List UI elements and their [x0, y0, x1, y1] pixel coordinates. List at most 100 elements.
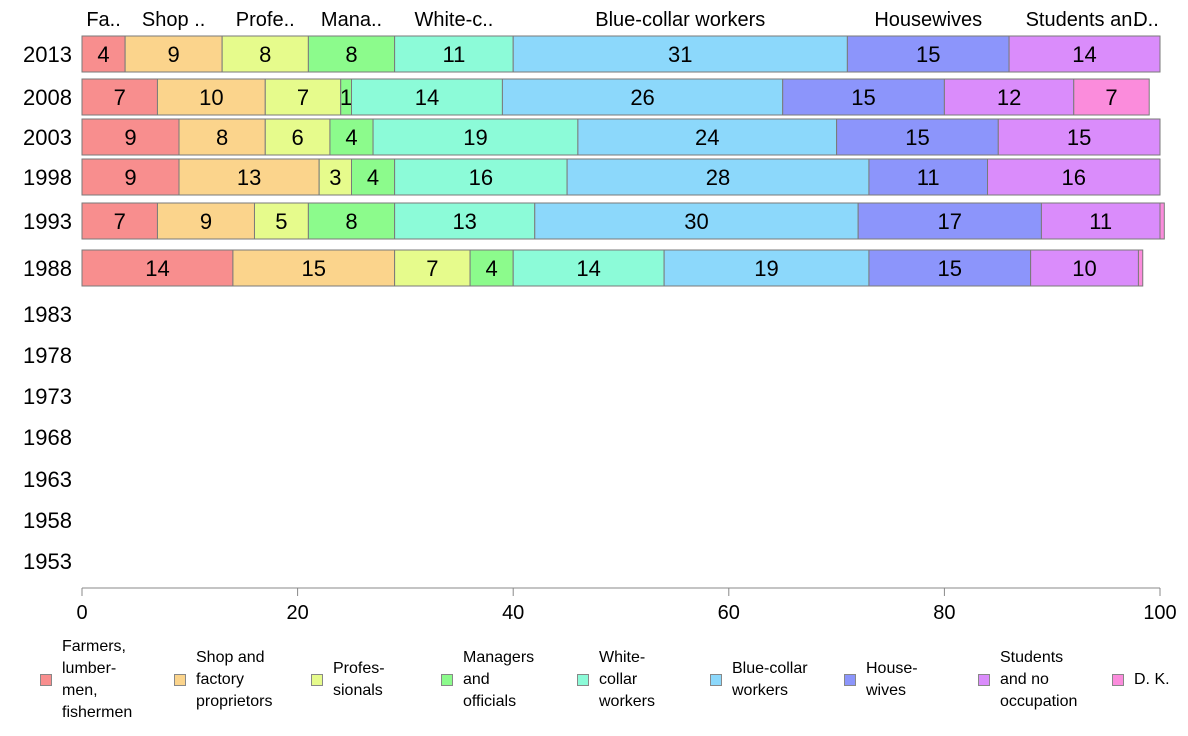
legend-label-3: Profes- sionals — [333, 660, 385, 699]
data-label-2008-2: 10 — [199, 85, 223, 110]
legend-item-2: Shop and factory proprietors — [174, 647, 272, 713]
year-label-1968: 1968 — [23, 425, 72, 450]
data-label-1988-1: 14 — [145, 256, 169, 281]
bar-segment-2013-5 — [394, 35, 514, 73]
legend-label-6: Blue-collar workers — [732, 660, 808, 699]
data-label-1993-4: 8 — [345, 209, 357, 234]
data-label-1988-8: 10 — [1072, 256, 1096, 281]
bar-segment-2003-6 — [577, 118, 838, 156]
bar-segment-1988-7 — [868, 249, 1032, 287]
bar-segment-1993-1 — [81, 202, 158, 240]
bar-segment-2013-2 — [124, 35, 223, 73]
column-header-5: White-c.. — [414, 9, 493, 31]
year-label-2008: 2008 — [23, 85, 72, 110]
data-label-1998-7: 11 — [917, 165, 940, 190]
x-tick-label-20: 20 — [286, 602, 308, 624]
bar-segment-2008-2 — [156, 78, 266, 116]
data-label-1993-6: 30 — [684, 209, 708, 234]
data-label-1998-8: 16 — [1062, 165, 1086, 190]
data-label-2013-4: 8 — [345, 42, 357, 67]
data-label-1998-2: 13 — [237, 165, 261, 190]
data-label-2003-1: 9 — [124, 125, 136, 150]
bar-segment-1993-9 — [1159, 202, 1165, 240]
legend-item-5: White- collar workers — [577, 647, 655, 713]
legend-item-9: D. K. — [1112, 669, 1170, 691]
data-label-2013-3: 8 — [259, 42, 271, 67]
column-header-3: Profe.. — [236, 9, 295, 31]
data-label-2003-6: 24 — [695, 125, 719, 150]
data-label-1988-6: 19 — [754, 256, 778, 281]
legend-swatch-2 — [174, 674, 186, 686]
bar-segment-1998-4 — [351, 158, 396, 196]
data-label-1993-3: 5 — [275, 209, 287, 234]
year-label-1983: 1983 — [23, 302, 72, 327]
legend-swatch-1 — [40, 674, 52, 686]
legend-item-1: Farmers, lumber- men, fishermen — [40, 636, 132, 724]
bar-segment-2008-9 — [1073, 78, 1150, 116]
column-header-2: Shop .. — [142, 9, 205, 31]
bar-segment-1988-8 — [1030, 249, 1139, 287]
data-label-1998-4: 4 — [367, 165, 379, 190]
bar-segment-2008-6 — [501, 78, 784, 116]
data-label-1988-3: 7 — [426, 256, 438, 281]
bar-segment-2013-6 — [512, 35, 848, 73]
bar-segment-1988-1 — [81, 249, 234, 287]
bar-segment-2008-8 — [943, 78, 1075, 116]
year-label-2013: 2013 — [23, 42, 72, 67]
legend-item-4: Managers and officials — [441, 647, 534, 713]
data-label-2013-2: 9 — [168, 42, 180, 67]
bar-segment-2013-7 — [846, 35, 1010, 73]
legend-swatch-9 — [1112, 674, 1124, 686]
x-tick-label-40: 40 — [502, 602, 524, 624]
data-label-2008-3: 7 — [297, 85, 309, 110]
data-label-2008-9: 7 — [1105, 85, 1117, 110]
data-label-1998-6: 28 — [706, 165, 730, 190]
data-label-1993-5: 13 — [452, 209, 476, 234]
legend-swatch-6 — [710, 674, 722, 686]
year-label-1958: 1958 — [23, 508, 72, 533]
data-label-2003-4: 4 — [345, 125, 357, 150]
bar-segment-1998-3 — [318, 158, 353, 196]
legend-label-4: Managers and officials — [463, 649, 535, 710]
bar-segment-1993-2 — [156, 202, 255, 240]
bar-segment-1988-6 — [663, 249, 870, 287]
data-label-1993-7: 17 — [938, 209, 962, 234]
data-label-1998-3: 3 — [329, 165, 341, 190]
bar-segment-1993-4 — [307, 202, 396, 240]
data-label-2008-6: 26 — [630, 85, 654, 110]
bar-segment-2003-3 — [264, 118, 331, 156]
data-label-2008-7: 15 — [851, 85, 875, 110]
legend-label-5: White- collar workers — [599, 649, 656, 710]
data-label-1988-5: 14 — [576, 256, 600, 281]
legend-label-2: Shop and factory proprietors — [196, 649, 273, 710]
bar-segment-2003-8 — [997, 118, 1161, 156]
data-label-2013-6: 31 — [668, 42, 692, 67]
year-label-1953: 1953 — [23, 549, 72, 574]
legend-label-8: Students and no occupation — [1000, 649, 1078, 710]
data-label-1998-1: 9 — [124, 165, 136, 190]
data-label-2013-1: 4 — [97, 42, 109, 67]
data-label-1988-7: 15 — [938, 256, 962, 281]
data-label-2008-4: 1 — [340, 85, 352, 110]
legend-swatch-3 — [311, 674, 323, 686]
data-label-1993-2: 9 — [200, 209, 212, 234]
year-label-1973: 1973 — [23, 384, 72, 409]
chart-legend: Farmers, lumber- men, fishermen Shop and … — [0, 638, 1188, 736]
x-tick-label-60: 60 — [718, 602, 740, 624]
stacked-bar-chart: 2013200820031998199319881983197819731968… — [23, 9, 1177, 624]
column-header-6: Blue-collar workers — [595, 9, 765, 31]
data-label-1998-5: 16 — [469, 165, 493, 190]
legend-item-8: Students and no occupation — [978, 647, 1077, 713]
column-header-9: D.. — [1133, 9, 1159, 31]
bar-segment-1988-2 — [232, 249, 396, 287]
bar-segment-1988-4 — [469, 249, 514, 287]
data-label-2008-8: 12 — [997, 85, 1021, 110]
legend-item-6: Blue-collar workers — [710, 658, 808, 702]
bar-segment-2008-1 — [81, 78, 158, 116]
data-label-2013-5: 11 — [442, 42, 465, 67]
data-label-2003-5: 19 — [463, 125, 487, 150]
data-label-2003-3: 6 — [291, 125, 303, 150]
bar-segment-1998-7 — [868, 158, 989, 196]
data-label-2013-8: 14 — [1072, 42, 1096, 67]
x-tick-label-0: 0 — [76, 602, 87, 624]
